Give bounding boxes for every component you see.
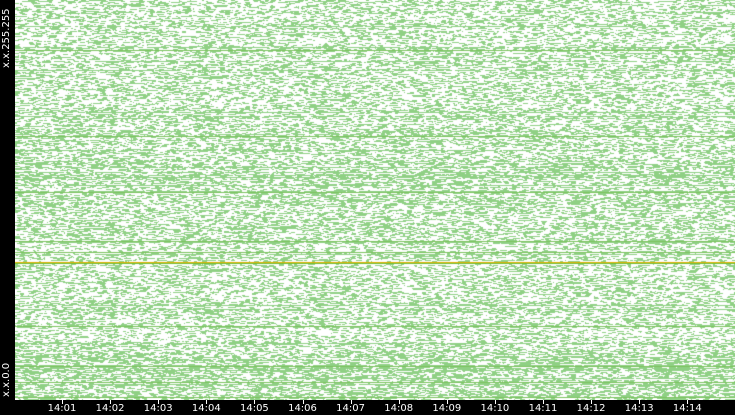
x-tick (446, 400, 448, 404)
x-tick-label: 14:06 (288, 403, 317, 414)
x-tick (254, 400, 256, 404)
x-tick (543, 400, 544, 404)
x-tick (494, 400, 496, 404)
x-tick (639, 400, 641, 404)
x-tick-label: 14:08 (384, 403, 414, 414)
x-axis: 14:01 14:02 14:03 14:04 14:05 14:06 14:07 14:08… (15, 400, 735, 415)
y-label-bottom: x.x.0.0 (1, 362, 12, 397)
x-tick (158, 400, 160, 404)
x-tick-label: 14:05 (239, 403, 269, 414)
x-tick-label: 14:10 (480, 403, 510, 414)
x-tick-label: 14:03 (143, 403, 173, 414)
x-tick-label: 14:01 (47, 403, 77, 414)
x-tick (591, 400, 593, 404)
x-tick (206, 400, 208, 404)
x-tick-label: 14:04 (191, 403, 221, 414)
x-tick-label: 14:11 (528, 403, 558, 414)
x-tick (350, 400, 352, 404)
y-axis: x.x.255.255 x.x.0.0 (0, 0, 15, 400)
x-tick-label: 14:13 (624, 403, 654, 414)
x-tick (62, 400, 63, 404)
x-tick-label: 14:07 (336, 403, 366, 414)
x-tick (302, 400, 304, 404)
x-tick-label: 14:12 (576, 403, 606, 414)
x-tick (110, 400, 112, 404)
x-tick (687, 400, 689, 404)
x-tick (398, 400, 400, 404)
scatter-plot-area (15, 0, 735, 400)
x-tick-label: 14:14 (672, 403, 702, 414)
x-tick-label: 14:02 (95, 403, 125, 414)
y-label-top: x.x.255.255 (1, 8, 12, 68)
x-tick-label: 14:09 (432, 403, 462, 414)
